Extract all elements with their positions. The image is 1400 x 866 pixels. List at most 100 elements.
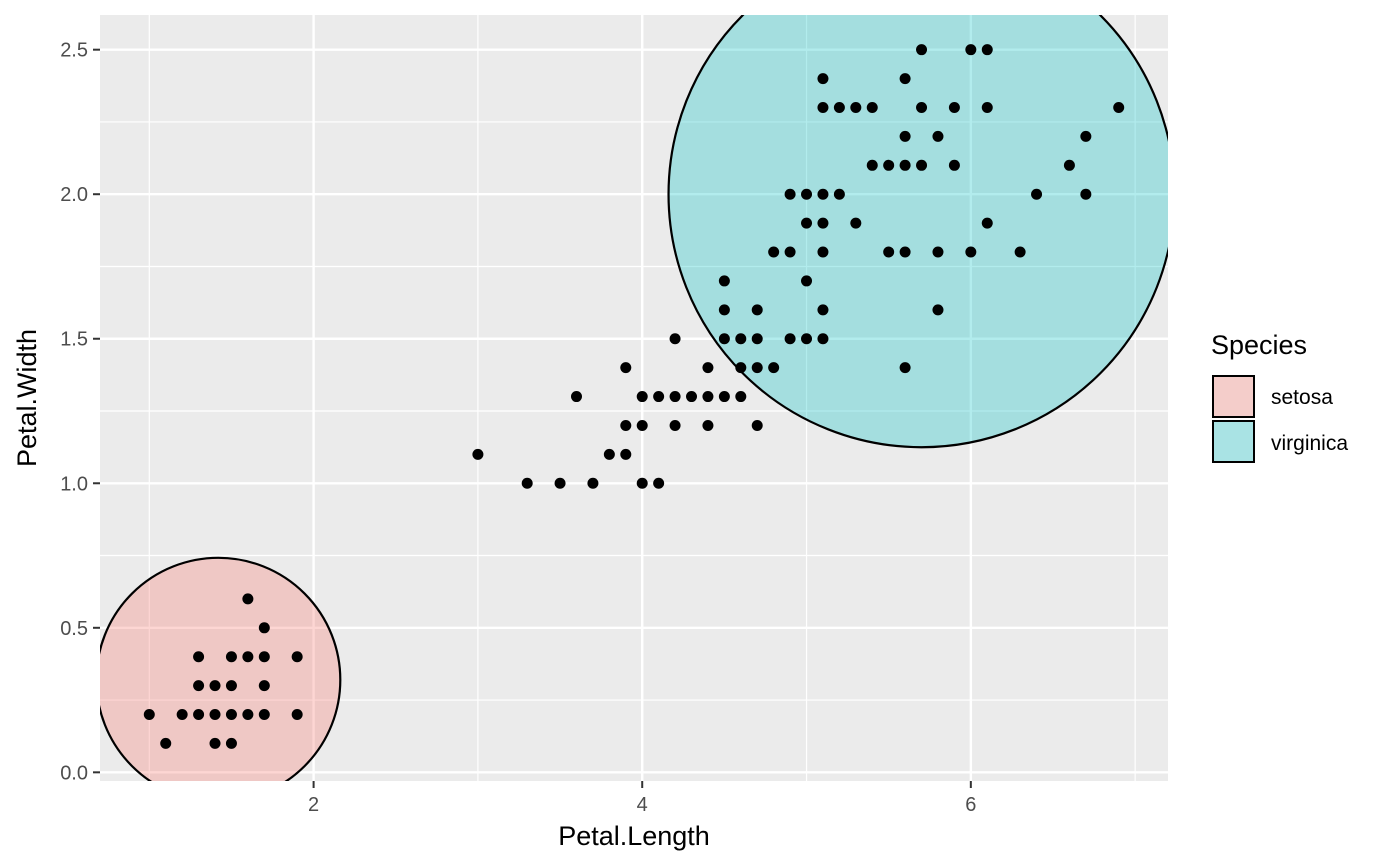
data-points [143,44,1125,749]
data-point [817,333,829,345]
data-point [817,101,829,113]
data-point [866,101,878,113]
data-point [866,159,878,171]
data-point [242,709,254,721]
y-tick-label: 0.0 [60,762,88,784]
data-point [981,217,993,229]
data-point [916,159,928,171]
data-point [209,680,221,692]
data-point [636,477,648,489]
legend-label-virginica: virginica [1271,432,1348,455]
data-point [817,73,829,85]
legend-swatch-setosa [1212,375,1255,418]
data-point [850,101,862,113]
data-point [932,130,944,142]
data-point [751,419,763,431]
data-point [718,391,730,403]
data-point [948,159,960,171]
data-point [817,188,829,200]
minor-gridlines [100,15,1168,781]
data-point [669,333,681,345]
data-point [620,362,632,374]
x-tick-label: 6 [965,794,976,816]
data-point [817,217,829,229]
data-point [258,622,270,634]
data-point [1031,188,1043,200]
data-point [258,709,270,721]
data-point [636,391,648,403]
data-point [833,188,845,200]
data-point [784,246,796,258]
data-point [718,275,730,287]
x-tick-label: 4 [637,794,648,816]
data-point [850,217,862,229]
data-point [1014,246,1026,258]
data-point [702,391,714,403]
data-point [209,709,221,721]
data-point [899,362,911,374]
data-point [801,275,813,287]
x-axis-title: Petal.Length [558,821,710,851]
legend-label-setosa: setosa [1271,386,1333,409]
data-point [965,44,977,56]
data-point [768,246,780,258]
y-axis-ticks: 0.0 0.5 1.0 1.5 2.0 2.5 [60,40,100,784]
data-point [784,333,796,345]
data-point [143,709,155,721]
y-tick-label: 1.0 [60,473,88,495]
data-point [817,304,829,316]
data-point [883,246,895,258]
data-point [209,737,221,749]
data-point [751,333,763,345]
data-point [916,101,928,113]
data-point [817,246,829,258]
data-point [702,362,714,374]
data-point [258,680,270,692]
data-point [801,333,813,345]
data-point [883,159,895,171]
data-point [225,737,237,749]
data-point [932,246,944,258]
data-point [1113,101,1125,113]
data-point [1063,159,1075,171]
data-point [948,101,960,113]
data-point [653,391,665,403]
data-point [768,362,780,374]
y-tick-label: 2.0 [60,184,88,206]
data-point [160,737,172,749]
data-point [472,448,484,460]
data-point [899,73,911,85]
data-point [291,709,303,721]
data-point [193,709,205,721]
x-axis-ticks: 2 4 6 [308,781,976,816]
data-point [225,680,237,692]
data-point [291,651,303,663]
data-point [801,188,813,200]
data-point [932,304,944,316]
data-point [620,419,632,431]
circle-setosa [100,556,342,781]
y-tick-label: 0.5 [60,618,88,640]
plot-panel [100,15,1168,781]
data-point [669,419,681,431]
data-point [735,333,747,345]
data-point [620,448,632,460]
data-point [916,44,928,56]
data-point [1080,188,1092,200]
data-point [981,101,993,113]
data-point [702,419,714,431]
y-axis-title: Petal.Width [12,329,42,467]
data-point [981,44,993,56]
data-point [965,246,977,258]
legend-title: Species [1211,330,1307,360]
data-point [570,391,582,403]
legend-key-virginica [1212,420,1255,463]
data-point [1080,130,1092,142]
data-point [176,709,188,721]
data-point [718,333,730,345]
y-tick-label: 1.5 [60,329,88,351]
data-point [193,651,205,663]
y-tick-label: 2.5 [60,40,88,62]
data-point [521,477,533,489]
